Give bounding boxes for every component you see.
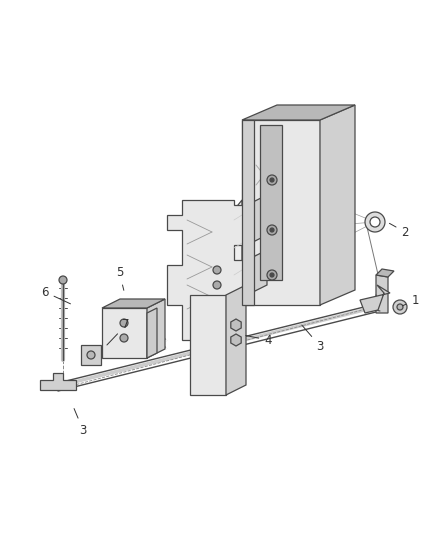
Circle shape: [270, 273, 274, 277]
Polygon shape: [81, 345, 101, 365]
Text: 2: 2: [389, 223, 409, 238]
Polygon shape: [260, 125, 282, 280]
Circle shape: [267, 175, 277, 185]
Polygon shape: [147, 299, 165, 358]
Polygon shape: [231, 334, 241, 346]
Text: 3: 3: [74, 409, 87, 437]
Circle shape: [213, 281, 221, 289]
Polygon shape: [147, 308, 157, 358]
Circle shape: [267, 270, 277, 280]
Circle shape: [120, 319, 128, 327]
Polygon shape: [360, 285, 390, 313]
Text: 7: 7: [107, 319, 130, 345]
Circle shape: [270, 228, 274, 232]
Polygon shape: [376, 269, 394, 277]
Polygon shape: [242, 120, 254, 305]
Polygon shape: [320, 105, 355, 305]
Circle shape: [397, 304, 403, 310]
Polygon shape: [167, 200, 247, 340]
Text: 4: 4: [246, 334, 272, 346]
Text: 1: 1: [403, 294, 419, 306]
Polygon shape: [376, 275, 388, 313]
Circle shape: [270, 178, 274, 182]
Circle shape: [393, 300, 407, 314]
Polygon shape: [231, 319, 241, 331]
Polygon shape: [247, 195, 267, 245]
Text: 6: 6: [41, 286, 71, 304]
Polygon shape: [190, 295, 226, 395]
Polygon shape: [242, 105, 355, 120]
Circle shape: [59, 276, 67, 284]
Circle shape: [267, 225, 277, 235]
Circle shape: [87, 351, 95, 359]
Polygon shape: [40, 373, 76, 390]
Polygon shape: [226, 285, 246, 395]
Circle shape: [370, 217, 380, 227]
Polygon shape: [242, 120, 320, 305]
Polygon shape: [234, 200, 242, 325]
Polygon shape: [102, 308, 147, 358]
Circle shape: [213, 266, 221, 274]
Text: 5: 5: [116, 266, 124, 290]
Circle shape: [120, 334, 128, 342]
Text: 3: 3: [302, 325, 324, 352]
Circle shape: [365, 212, 385, 232]
Polygon shape: [247, 250, 267, 295]
Polygon shape: [102, 299, 165, 308]
